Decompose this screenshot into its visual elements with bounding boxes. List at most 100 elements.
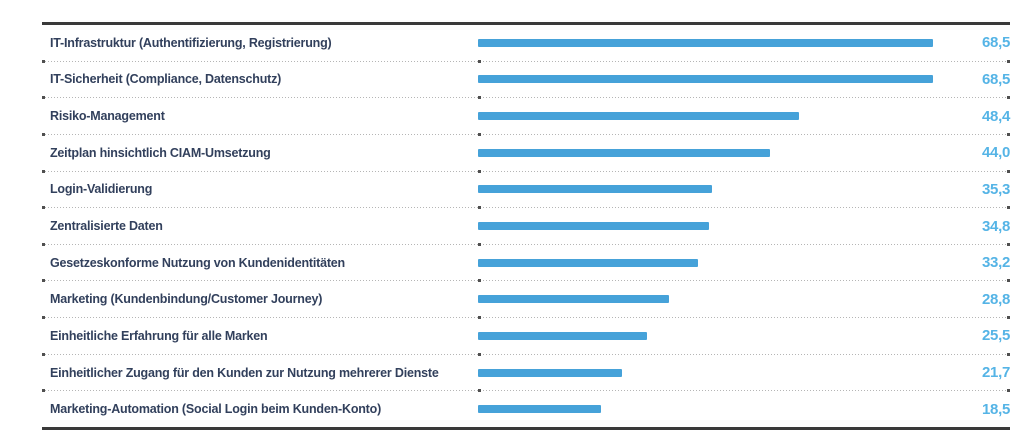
separator-dot — [42, 169, 45, 173]
separator-dotted-line — [42, 353, 1010, 355]
row-separator — [42, 206, 1010, 210]
chart-row: Marketing (Kundenbindung/Customer Journe… — [42, 281, 1010, 317]
value-label: 68,5 — [982, 70, 1010, 88]
chart-row: Zeitplan hinsichtlich CIAM-Umsetzung 44,… — [42, 135, 1010, 171]
category-label: Einheitlicher Zugang für den Kunden zur … — [50, 365, 439, 380]
category-label: IT-Infrastruktur (Authentifizierung, Reg… — [50, 35, 332, 50]
separator-dot — [1007, 169, 1010, 173]
separator-dot — [478, 242, 481, 246]
separator-dot — [478, 389, 481, 393]
separator-dot — [478, 132, 481, 136]
row-separator — [42, 132, 1010, 136]
chart-row: IT-Sicherheit (Compliance, Datenschutz) … — [42, 62, 1010, 98]
separator-dot — [1007, 242, 1010, 246]
separator-dot — [1007, 132, 1010, 136]
chart-row: Einheitlicher Zugang für den Kunden zur … — [42, 355, 1010, 391]
value-label: 35,3 — [982, 180, 1010, 198]
chart-row: Einheitliche Erfahrung für alle Marken 2… — [42, 318, 1010, 354]
chart-plot-area: IT-Infrastruktur (Authentifizierung, Reg… — [42, 22, 1010, 430]
bar-track — [478, 148, 958, 157]
category-label: Einheitliche Erfahrung für alle Marken — [50, 328, 268, 343]
value-label: 28,8 — [982, 290, 1010, 308]
row-separator — [42, 242, 1010, 246]
separator-dot — [42, 59, 45, 63]
row-separator — [42, 316, 1010, 320]
separator-dot — [478, 316, 481, 320]
category-label: Risiko-Management — [50, 109, 165, 124]
separator-dot — [1007, 316, 1010, 320]
separator-dotted-line — [42, 207, 1010, 209]
separator-dot — [42, 242, 45, 246]
chart-row: IT-Infrastruktur (Authentifizierung, Reg… — [42, 25, 1010, 61]
separator-dot — [1007, 389, 1010, 393]
bar — [478, 112, 800, 121]
separator-dot — [478, 279, 481, 283]
bar — [478, 222, 710, 231]
row-separator — [42, 169, 1010, 173]
value-label: 44,0 — [982, 144, 1010, 162]
row-separator — [42, 389, 1010, 393]
separator-dotted-line — [42, 280, 1010, 282]
bar — [478, 75, 933, 84]
separator-dot — [42, 96, 45, 100]
separator-dotted-line — [42, 97, 1010, 99]
bar — [478, 331, 648, 340]
separator-dot — [1007, 96, 1010, 100]
row-separator — [42, 352, 1010, 356]
bar — [478, 38, 933, 47]
value-label: 48,4 — [982, 107, 1010, 125]
separator-dot — [478, 352, 481, 356]
separator-dot — [42, 352, 45, 356]
category-label: Marketing-Automation (Social Login beim … — [50, 402, 382, 417]
chart-row: Zentralisierte Daten 34,8 — [42, 208, 1010, 244]
bar — [478, 295, 670, 304]
separator-dot — [1007, 279, 1010, 283]
value-label: 68,5 — [982, 34, 1010, 52]
separator-dot — [42, 279, 45, 283]
separator-dot — [42, 316, 45, 320]
bar-track — [478, 368, 958, 377]
bar-track — [478, 258, 958, 267]
category-label: Zentralisierte Daten — [50, 219, 163, 234]
chart-row: Marketing-Automation (Social Login beim … — [42, 391, 1010, 427]
separator-dotted-line — [42, 170, 1010, 172]
bar-track — [478, 75, 958, 84]
separator-dotted-line — [42, 133, 1010, 135]
bar — [478, 185, 713, 194]
separator-dot — [42, 389, 45, 393]
category-label: Zeitplan hinsichtlich CIAM-Umsetzung — [50, 145, 271, 160]
separator-dot — [478, 206, 481, 210]
separator-dot — [478, 96, 481, 100]
value-label: 33,2 — [982, 254, 1010, 272]
value-label: 18,5 — [982, 400, 1010, 418]
bar-track — [478, 38, 958, 47]
bar-track — [478, 331, 958, 340]
chart-row: Login-Validierung 35,3 — [42, 172, 1010, 208]
separator-dotted-line — [42, 243, 1010, 245]
value-label: 34,8 — [982, 217, 1010, 235]
bar — [478, 405, 601, 414]
category-label: Gesetzeskonforme Nutzung von Kundenident… — [50, 255, 345, 270]
separator-dot — [42, 206, 45, 210]
separator-dot — [1007, 206, 1010, 210]
category-label: Login-Validierung — [50, 182, 153, 197]
bar-track — [478, 222, 958, 231]
chart-row: Gesetzeskonforme Nutzung von Kundenident… — [42, 245, 1010, 281]
category-label: Marketing (Kundenbindung/Customer Journe… — [50, 292, 323, 307]
category-label: IT-Sicherheit (Compliance, Datenschutz) — [50, 72, 282, 87]
separator-dotted-line — [42, 60, 1010, 62]
bar — [478, 148, 771, 157]
separator-dotted-line — [42, 390, 1010, 392]
separator-dot — [478, 169, 481, 173]
value-label: 21,7 — [982, 364, 1010, 382]
value-label: 25,5 — [982, 327, 1010, 345]
bar — [478, 258, 699, 267]
bar — [478, 368, 623, 377]
separator-dot — [1007, 352, 1010, 356]
separator-dot — [478, 59, 481, 63]
chart-row: Risiko-Management 48,4 — [42, 98, 1010, 134]
bar-track — [478, 405, 958, 414]
bar-track — [478, 185, 958, 194]
row-separator — [42, 59, 1010, 63]
